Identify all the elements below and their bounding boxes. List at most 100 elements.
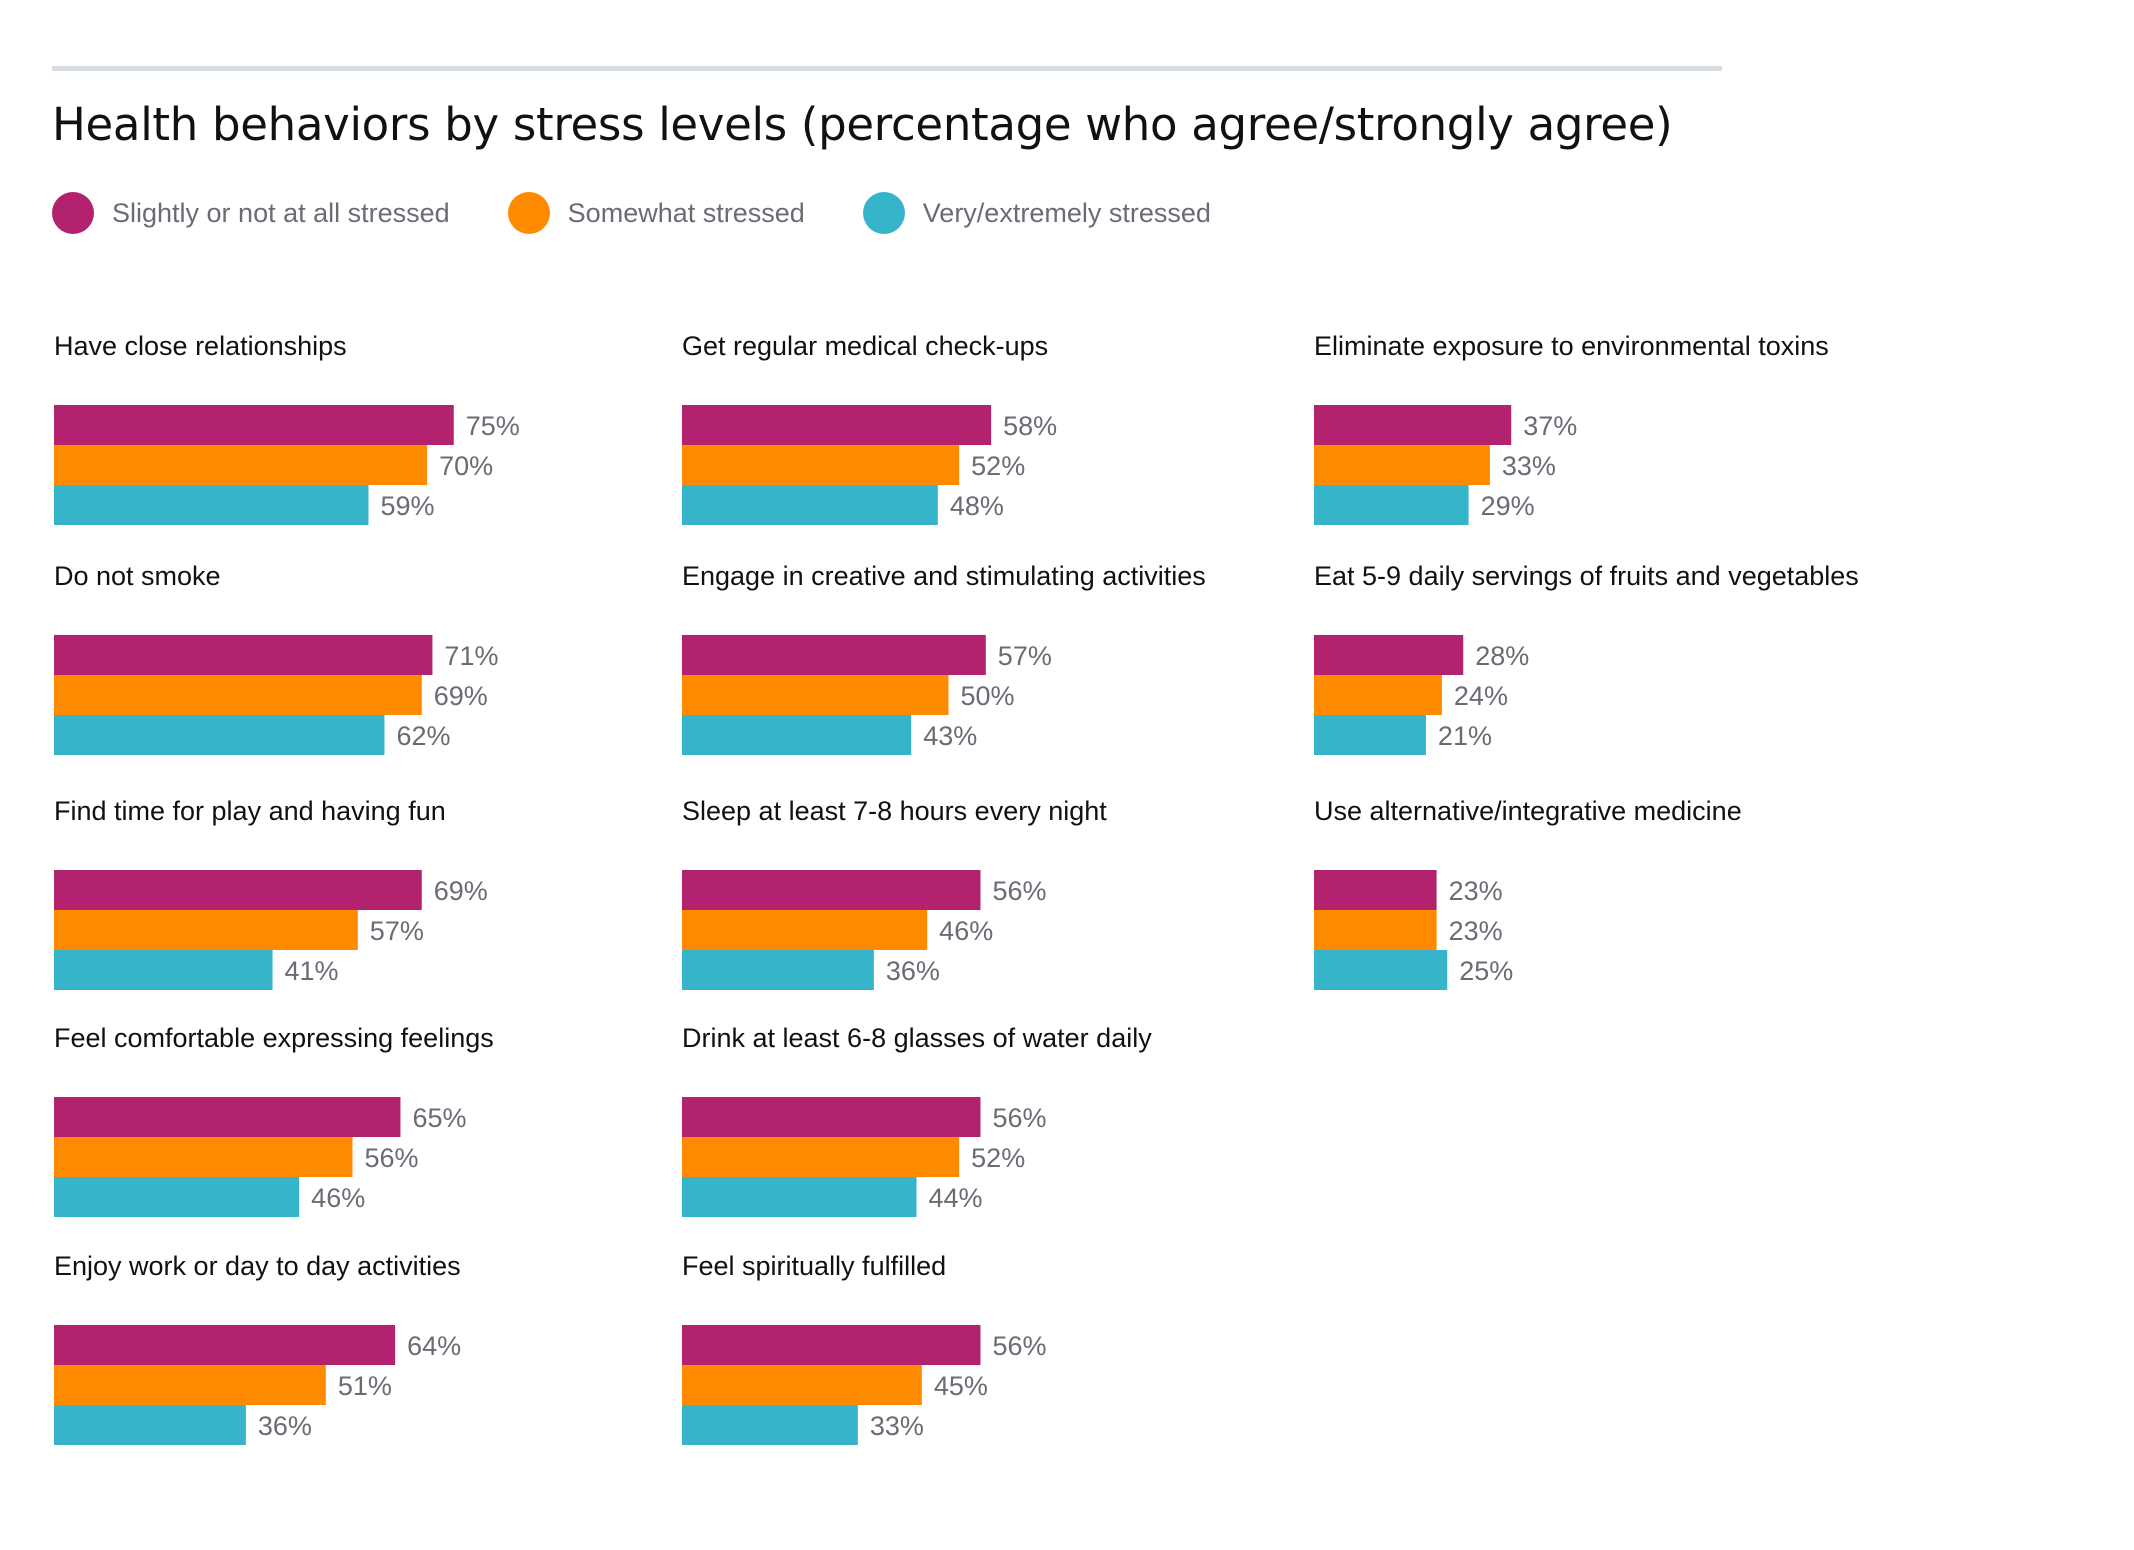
data-label: 46% — [311, 1183, 365, 1213]
category-label: Eliminate exposure to environmental toxi… — [1314, 331, 1829, 361]
data-label: 56% — [992, 1331, 1046, 1361]
bar-somewhat-stressed — [54, 445, 428, 485]
category-label: Get regular medical check-ups — [682, 331, 1048, 361]
data-label: 50% — [961, 681, 1015, 711]
bar-very-stressed — [682, 485, 938, 525]
panel-8: Drink at least 6-8 glasses of water dail… — [682, 1023, 1152, 1217]
bar-very-stressed — [1314, 715, 1426, 755]
legend-label: Slightly or not at all stressed — [112, 197, 450, 228]
data-label: 45% — [934, 1371, 988, 1401]
panel-7: Sleep at least 7-8 hours every night 56% 4… — [682, 796, 1107, 990]
category-label: Engage in creative and stimulating activ… — [682, 561, 1206, 591]
category-label: Find time for play and having fun — [54, 796, 446, 826]
data-label: 57% — [370, 916, 424, 946]
bar-slightly-stressed — [54, 635, 433, 675]
bar-slightly-stressed — [1314, 870, 1437, 910]
data-label: 69% — [434, 681, 488, 711]
panel-10: Eliminate exposure to environmental toxi… — [1314, 331, 1829, 525]
bar-slightly-stressed — [682, 1097, 981, 1137]
bar-slightly-stressed — [682, 405, 992, 445]
bar-somewhat-stressed — [1314, 445, 1490, 485]
panel-6: Engage in creative and stimulating activ… — [682, 561, 1206, 755]
category-label: Feel comfortable expressing feelings — [54, 1023, 494, 1053]
data-label: 59% — [380, 491, 434, 521]
data-label: 69% — [434, 876, 488, 906]
data-label: 52% — [971, 451, 1025, 481]
bar-slightly-stressed — [1314, 635, 1464, 675]
data-label: 33% — [870, 1411, 924, 1441]
data-label: 58% — [1003, 411, 1057, 441]
data-label: 56% — [992, 1103, 1046, 1133]
legend-swatch-slightly-stressed — [52, 192, 94, 234]
bar-slightly-stressed — [682, 1325, 981, 1365]
bar-very-stressed — [54, 1177, 300, 1217]
bar-slightly-stressed — [54, 1097, 401, 1137]
panel-5: Get regular medical check-ups 58% 52% 48% — [682, 331, 1057, 525]
bar-somewhat-stressed — [682, 1137, 960, 1177]
panel-11: Eat 5-9 daily servings of fruits and veg… — [1314, 561, 1859, 755]
data-label: 36% — [258, 1411, 312, 1441]
bar-very-stressed — [54, 1405, 246, 1445]
bar-very-stressed — [54, 950, 273, 990]
top-divider — [52, 66, 1722, 71]
chart-title: Health behaviors by stress levels (perce… — [52, 98, 1673, 151]
bar-somewhat-stressed — [1314, 675, 1442, 715]
category-label: Feel spiritually fulfilled — [682, 1251, 946, 1281]
panel-1: Do not smoke 71% 69% 62% — [54, 561, 498, 755]
panel-4: Enjoy work or day to day activities 64% 51… — [54, 1251, 461, 1445]
bar-slightly-stressed — [54, 405, 454, 445]
data-label: 52% — [971, 1143, 1025, 1173]
legend-item-very-stressed: Very/extremely stressed — [862, 192, 1211, 234]
bar-very-stressed — [1314, 485, 1469, 525]
bar-somewhat-stressed — [54, 910, 358, 950]
data-label: 51% — [338, 1371, 392, 1401]
category-label: Do not smoke — [54, 561, 221, 591]
data-label: 46% — [939, 916, 993, 946]
data-label: 28% — [1475, 641, 1529, 671]
panel-3: Feel comfortable expressing feelings 65% 5… — [54, 1023, 494, 1217]
bar-somewhat-stressed — [54, 1137, 353, 1177]
bar-very-stressed — [54, 715, 385, 755]
legend-swatch-very-stressed — [862, 192, 905, 234]
bar-somewhat-stressed — [54, 675, 422, 715]
data-label: 56% — [992, 876, 1046, 906]
category-label: Eat 5-9 daily servings of fruits and veg… — [1314, 561, 1859, 591]
bar-somewhat-stressed — [682, 675, 949, 715]
category-label: Sleep at least 7-8 hours every night — [682, 796, 1107, 826]
bar-very-stressed — [682, 1177, 917, 1217]
data-label: 62% — [396, 721, 450, 751]
data-label: 57% — [998, 641, 1052, 671]
panel-12: Use alternative/integrative medicine 23% 2… — [1314, 796, 1742, 990]
bar-very-stressed — [682, 715, 912, 755]
legend-label: Very/extremely stressed — [922, 197, 1211, 228]
bar-somewhat-stressed — [682, 1365, 922, 1405]
category-label: Use alternative/integrative medicine — [1314, 796, 1742, 826]
bar-slightly-stressed — [682, 635, 986, 675]
data-label: 23% — [1449, 916, 1503, 946]
data-label: 41% — [285, 956, 339, 986]
data-label: 29% — [1481, 491, 1535, 521]
bar-somewhat-stressed — [54, 1365, 326, 1405]
legend: Slightly or not at all stressed Somewhat… — [52, 192, 1269, 234]
legend-swatch-somewhat-stressed — [507, 192, 550, 234]
bar-slightly-stressed — [1314, 405, 1512, 445]
data-label: 75% — [466, 411, 520, 441]
data-label: 23% — [1449, 876, 1503, 906]
bar-slightly-stressed — [54, 1325, 396, 1365]
bar-very-stressed — [682, 950, 874, 990]
panel-0: Have close relationships 75% 70%59% — [54, 331, 520, 525]
panel-2: Find time for play and having fun 69% 57% 4… — [54, 796, 488, 990]
data-label: 36% — [886, 956, 940, 986]
bar-very-stressed — [682, 1405, 858, 1445]
data-label: 48% — [950, 491, 1004, 521]
category-label: Have close relationships — [54, 331, 347, 361]
category-label: Drink at least 6-8 glasses of water dail… — [682, 1023, 1152, 1053]
bar-somewhat-stressed — [682, 910, 928, 950]
data-label: 56% — [364, 1143, 418, 1173]
data-label: 70% — [439, 451, 493, 481]
data-label: 44% — [929, 1183, 983, 1213]
panel-9: Feel spiritually fulfilled 56%45% 33% — [682, 1251, 1047, 1445]
data-label: 71% — [444, 641, 498, 671]
legend-label: Somewhat stressed — [567, 197, 805, 228]
bar-very-stressed — [1314, 950, 1448, 990]
